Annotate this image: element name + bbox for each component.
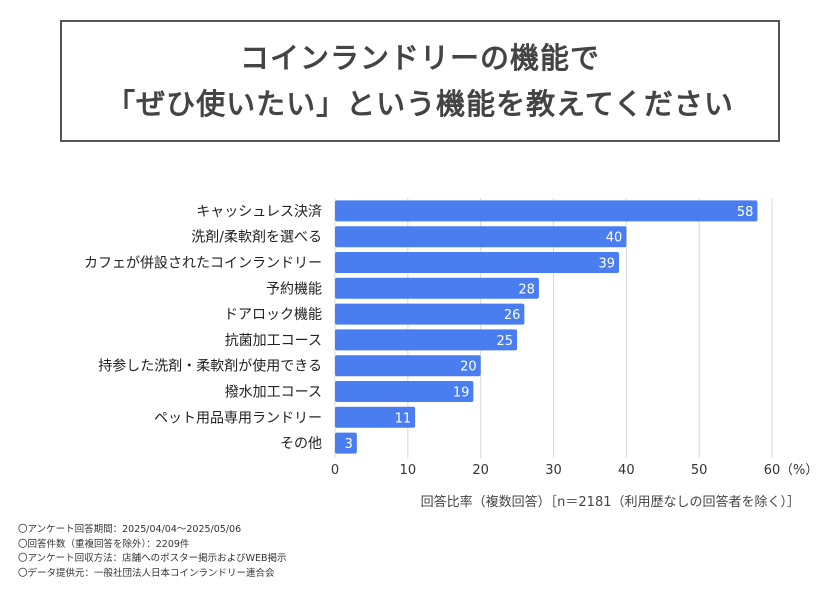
data-label: 20 (460, 360, 477, 375)
notes: 〇アンケート回答期間：2025/04/04〜2025/05/06 〇回答件数（重… (18, 523, 287, 581)
data-label: 26 (504, 308, 521, 323)
category-label: ペット用品専用ランドリー (154, 410, 322, 426)
note-count: 〇回答件数（重複回答を除外）：2209件 (18, 538, 190, 550)
category-label: ドアロック機能 (224, 307, 322, 323)
category-label: 抗菌加工コース (225, 333, 322, 349)
x-tick-label: 30 (545, 463, 562, 478)
category-label: 洗剤/柔軟剤を選べる (191, 230, 322, 246)
bar (335, 252, 620, 273)
category-label: 持参した洗剤・柔軟剤が使用できる (98, 358, 322, 375)
note-period: 〇アンケート回答期間：2025/04/04〜2025/05/06 (18, 524, 242, 535)
bar (335, 381, 474, 402)
bar (335, 432, 357, 454)
x-tick-label: 0 (331, 463, 339, 478)
x-axis-label: 回答比率（複数回答）［n＝2181（利用歴なしの回答者を除く）］ (420, 495, 800, 510)
x-unit-label: （%） (780, 463, 818, 478)
x-tick-label: 20 (472, 463, 489, 478)
category-label: カフェが併設されたコインランドリー (84, 256, 322, 272)
category-label: キャッシュレス決済 (196, 204, 322, 220)
data-label: 11 (395, 411, 412, 426)
bar (335, 355, 481, 377)
category-label: その他 (280, 436, 322, 452)
note-source: 〇データ提供元：一般社団法人日本コインランドリー連合会 (18, 567, 275, 579)
bar (335, 200, 758, 222)
bar (335, 303, 525, 325)
data-label: 28 (518, 282, 535, 297)
x-tick-label: 60 (764, 463, 781, 478)
title-box: コインランドリーの機能で 「ぜひ使いたい」という機能を教えてください (60, 20, 780, 142)
data-label: 40 (606, 231, 623, 246)
bar (335, 406, 416, 428)
x-tick-label: 50 (691, 463, 708, 478)
title-line-2: 「ぜひ使いたい」という機能を教えてください (106, 87, 734, 121)
bar (335, 226, 627, 248)
x-tick-label: 10 (400, 463, 417, 478)
category-label: 撥水加工コース (225, 385, 322, 401)
title-line-1: コインランドリーの機能で (239, 41, 600, 75)
data-label: 58 (737, 205, 754, 220)
data-label: 39 (599, 257, 616, 272)
bar (335, 329, 518, 351)
data-label: 19 (453, 386, 470, 401)
category-label: 予約機能 (266, 281, 322, 297)
bar (335, 277, 539, 299)
data-label: 25 (497, 334, 514, 349)
note-method: 〇アンケート回収方法：店舗へのポスター掲示およびWEB掲示 (18, 553, 287, 564)
x-tick-label: 40 (618, 463, 635, 478)
data-label: 3 (345, 437, 353, 452)
